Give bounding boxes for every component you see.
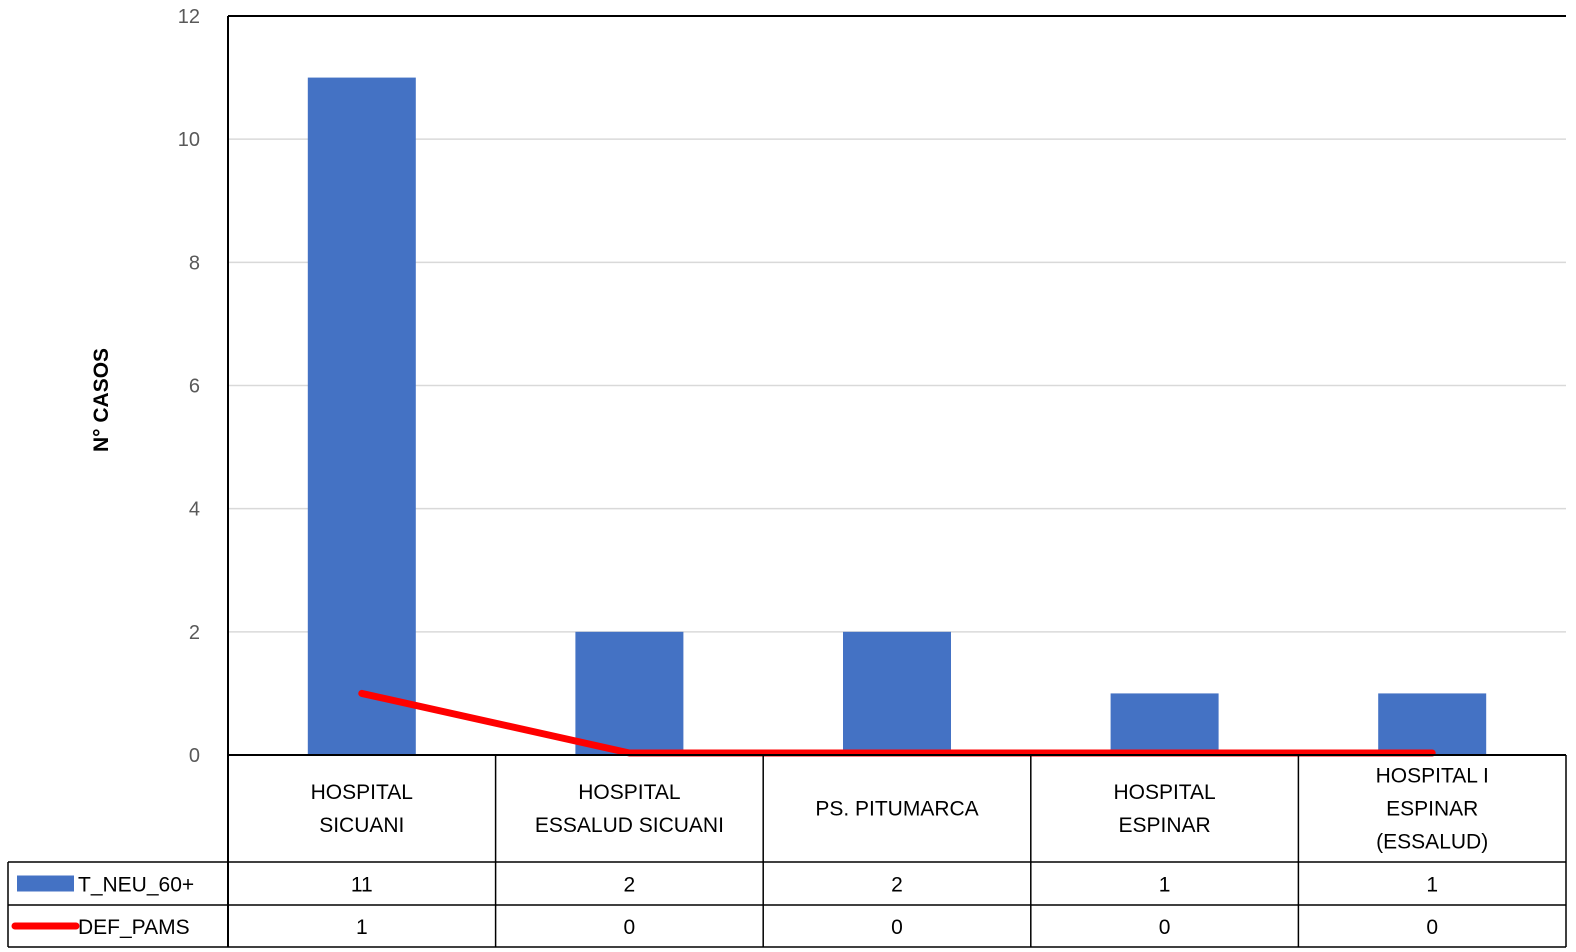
y-axis-label: N° CASOS <box>90 348 113 452</box>
table-cell: 2 <box>624 874 636 897</box>
y-tick-label: 0 <box>189 745 200 767</box>
category-label: HOSPITAL <box>1113 781 1215 804</box>
table-cell: 2 <box>891 874 903 897</box>
table-cell: 0 <box>891 916 903 939</box>
y-tick-label: 12 <box>178 6 200 28</box>
category-label: HOSPITAL <box>311 781 413 804</box>
bar <box>1378 693 1487 755</box>
series-name: DEF_PAMS <box>78 916 190 939</box>
series-name: T_NEU_60+ <box>78 874 194 897</box>
bar <box>1110 693 1219 755</box>
legend-swatch-bar <box>17 875 74 892</box>
y-tick-label: 10 <box>178 129 200 151</box>
line-series <box>358 689 1436 757</box>
table-cell: 1 <box>1426 874 1438 897</box>
category-label: (ESSALUD) <box>1376 831 1488 854</box>
bar <box>843 631 951 755</box>
category-label: SICUANI <box>319 814 404 837</box>
category-label: ESSALUD SICUANI <box>535 814 724 837</box>
table-cell: 0 <box>1426 916 1438 939</box>
table-cell: 1 <box>356 916 368 939</box>
category-label: ESPINAR <box>1118 814 1210 837</box>
bar-series <box>307 77 1487 756</box>
y-tick-label: 2 <box>189 622 200 644</box>
table-cell: 0 <box>1159 916 1171 939</box>
bar <box>575 631 684 755</box>
table-cell: 11 <box>351 874 373 897</box>
y-tick-label: 8 <box>189 252 200 274</box>
y-axis-ticks: 0 2 4 6 8 10 12 <box>178 6 200 767</box>
table-cell: 1 <box>1159 874 1171 897</box>
data-table: HOSPITAL SICUANI HOSPITAL ESSALUD SICUANI PS… <box>7 755 1567 948</box>
category-label: ESPINAR <box>1386 798 1478 821</box>
category-label: HOSPITAL <box>578 781 680 804</box>
y-tick-label: 6 <box>189 376 200 398</box>
gridlines <box>228 138 1566 633</box>
table-cell: 0 <box>624 916 636 939</box>
y-tick-label: 4 <box>189 499 200 521</box>
category-label: HOSPITAL I <box>1376 765 1489 788</box>
bar <box>307 77 416 756</box>
line-path <box>358 689 1436 757</box>
category-label: PS. PITUMARCA <box>815 798 978 821</box>
plot-frame <box>227 15 1566 947</box>
